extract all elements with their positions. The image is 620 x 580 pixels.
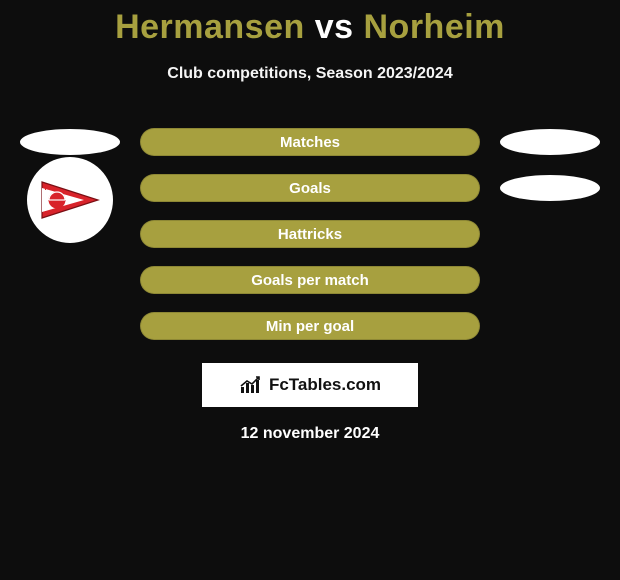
page-title: Hermansen vs Norheim [0, 0, 620, 47]
svg-text:F: F [45, 185, 50, 192]
stat-bar-label: Goals [289, 180, 331, 197]
title-vs: vs [315, 8, 354, 46]
date-text: 12 november 2024 [0, 425, 620, 443]
stat-bar: Hattricks [140, 220, 480, 248]
title-player2: Norheim [364, 8, 505, 46]
right-slot [480, 303, 620, 349]
stat-bar: Goals [140, 174, 480, 202]
stat-row: Hattricks [0, 211, 620, 257]
chart-bars-icon [239, 375, 265, 395]
stat-bar: Matches [140, 128, 480, 156]
right-slot [480, 119, 620, 165]
branding-box: FcTables.com [202, 363, 418, 407]
stat-row: Goals per match [0, 257, 620, 303]
stat-bar-label: Hattricks [278, 226, 342, 243]
left-slot [0, 257, 140, 303]
comparison-widget: Hermansen vs Norheim Club competitions, … [0, 0, 620, 580]
right-slot [480, 211, 620, 257]
right-slot [480, 257, 620, 303]
stat-row: Min per goal [0, 303, 620, 349]
stat-bar-label: Goals per match [251, 272, 369, 289]
branding-text: FcTables.com [269, 375, 381, 395]
stat-row: F F Goals [0, 165, 620, 211]
stat-bar: Goals per match [140, 266, 480, 294]
stat-row: Matches [0, 119, 620, 165]
value-ellipse-right [500, 129, 600, 155]
value-ellipse-left [20, 129, 120, 155]
title-player1: Hermansen [115, 8, 305, 46]
right-slot [480, 165, 620, 211]
value-ellipse-right [500, 175, 600, 201]
bars-area: Matches F F [0, 119, 620, 349]
subtitle: Club competitions, Season 2023/2024 [0, 65, 620, 83]
stat-bar-label: Min per goal [266, 318, 354, 335]
stat-bar-label: Matches [280, 134, 340, 151]
left-slot: F F [0, 165, 140, 211]
stat-bar: Min per goal [140, 312, 480, 340]
left-slot [0, 303, 140, 349]
left-slot [0, 211, 140, 257]
